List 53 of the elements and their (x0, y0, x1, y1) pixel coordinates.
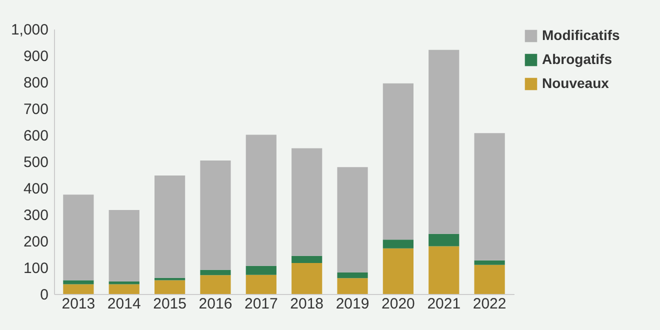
bar (382, 83, 414, 240)
bar (382, 240, 414, 248)
bar (474, 260, 505, 265)
bar (108, 282, 140, 284)
y-tick-label: 400 (23, 180, 48, 198)
y-tick-label: 1,000 (10, 22, 48, 38)
x-tick-label: 2022 (472, 296, 506, 312)
bar (246, 266, 276, 275)
bar (154, 176, 186, 278)
bar (63, 280, 94, 284)
bar (474, 133, 505, 260)
y-tick-label: 800 (23, 74, 48, 92)
x-tick-label: 2021 (427, 296, 461, 312)
y-tick-label: 100 (23, 260, 48, 277)
bar (337, 272, 368, 278)
x-tick-label: 2019 (336, 296, 370, 312)
bar (154, 280, 186, 294)
bar (200, 160, 231, 270)
bar (292, 256, 322, 263)
bar (200, 270, 231, 276)
bar (428, 234, 460, 246)
bar (63, 284, 94, 294)
bar (428, 246, 460, 294)
bar (108, 284, 140, 294)
bar (108, 210, 140, 282)
y-tick-label: 900 (23, 48, 48, 65)
bar (246, 134, 276, 266)
x-tick-label: 2018 (290, 296, 324, 312)
x-tick-label: 2015 (153, 296, 186, 312)
bar (474, 264, 505, 294)
bar (382, 248, 414, 294)
y-tick-label: 200 (23, 234, 48, 250)
x-tick-label: 2013 (62, 296, 96, 312)
legend-label: Abrogatifs (542, 51, 612, 67)
x-tick-label: 2020 (382, 296, 415, 312)
bar (337, 278, 368, 294)
bar (292, 148, 322, 256)
bar (200, 275, 231, 294)
bar (337, 167, 368, 273)
x-tick-label: 2017 (244, 296, 278, 312)
legend-label: Nouveaux (542, 75, 610, 91)
y-tick-label: 600 (23, 128, 48, 144)
y-tick-label: 300 (23, 207, 48, 224)
bar (63, 194, 94, 280)
bar (292, 262, 322, 294)
bar (428, 50, 460, 234)
x-tick-label: 2016 (198, 296, 232, 312)
x-tick-label: 2014 (107, 296, 141, 312)
bar (246, 274, 276, 294)
y-tick-label: 0 (40, 286, 48, 304)
legend-label: Modificatifs (542, 27, 620, 43)
y-tick-label: 700 (23, 101, 48, 118)
y-tick-label: 500 (23, 154, 48, 171)
